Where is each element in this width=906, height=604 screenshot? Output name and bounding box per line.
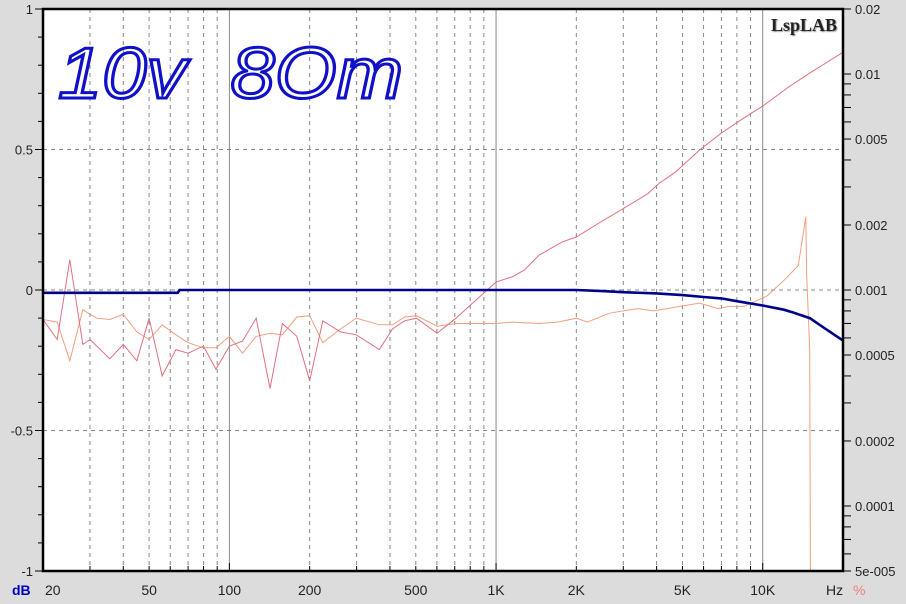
left-tick-label: 1 — [26, 2, 33, 17]
right-tick-label: 0.001 — [855, 283, 888, 298]
x-tick-label: 50 — [141, 582, 157, 598]
x-tick-label: 500 — [404, 582, 428, 598]
x-tick-label: 200 — [298, 582, 322, 598]
brand-logo: LspLAB — [771, 15, 837, 35]
left-tick-label: 0 — [26, 283, 33, 298]
left-unit-label: dB — [12, 582, 31, 598]
handwritten-annotation: 10v 8Om — [58, 34, 403, 114]
right-tick-label: 0.01 — [855, 67, 880, 82]
left-tick-label: 0.5 — [15, 143, 33, 158]
left-tick-label: -0.5 — [11, 424, 33, 439]
x-tick-label: 20 — [45, 582, 61, 598]
left-tick-label: -1 — [21, 564, 33, 579]
right-tick-label: 0.005 — [855, 132, 888, 147]
x-tick-label: 5K — [674, 582, 692, 598]
x-tick-label: 2K — [568, 582, 586, 598]
x-tick-label: 10K — [750, 582, 776, 598]
right-tick-label: 0.0002 — [855, 434, 895, 449]
x-tick-label: 1K — [487, 582, 505, 598]
right-tick-label: 5e-005 — [855, 564, 895, 579]
x-tick-label: 100 — [218, 582, 242, 598]
x-unit-label: Hz — [826, 582, 843, 598]
right-tick-label: 0.02 — [855, 2, 880, 17]
right-tick-label: 0.0005 — [855, 348, 895, 363]
right-unit-label: % — [853, 582, 865, 598]
right-tick-label: 0.002 — [855, 218, 888, 233]
right-tick-label: 0.0001 — [855, 499, 895, 514]
